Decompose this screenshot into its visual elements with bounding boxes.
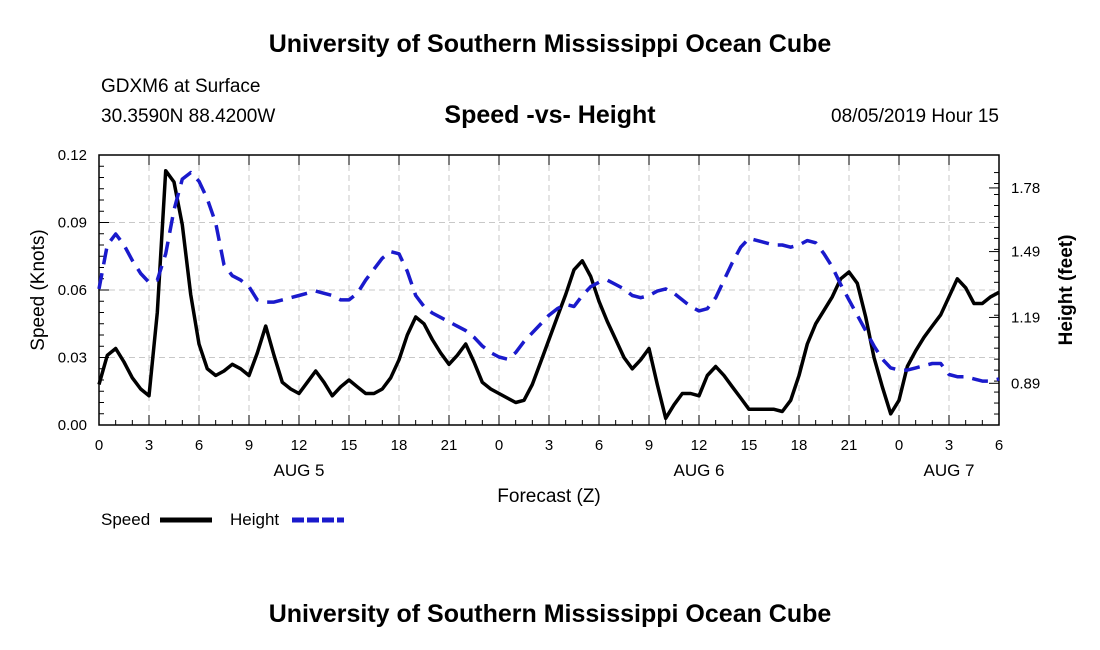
x-tick-label: 15 [741,437,758,454]
x-tick-label: 9 [645,437,653,454]
y-tick-label: 0.06 [58,282,87,299]
x-axis-title: Forecast (Z) [497,486,600,507]
axis-labels: 0 3 6 9 12 15 18 21 0 3 6 9 12 15 18 21 0 3 6 0.00 0.03 0.06 0… [28,147,1077,507]
x-tick-label: 6 [195,437,203,454]
legend: Speed Height [101,510,344,529]
axis-ticks [98,154,1000,426]
x-tick-label: 9 [245,437,253,454]
x-tick-label: 21 [441,437,458,454]
day-label: AUG 6 [673,461,724,480]
station-label: GDXM6 at Surface [101,76,261,97]
y2-tick-label: 1.78 [1011,180,1040,197]
x-tick-label: 0 [495,437,503,454]
x-tick-label: 0 [895,437,903,454]
y2-axis-title: Height (feet) [1056,235,1077,346]
x-tick-label: 21 [841,437,858,454]
day-label: AUG 7 [923,461,974,480]
series-layer [97,168,1000,421]
day-label: AUG 5 [273,461,324,480]
x-tick-label: 6 [595,437,603,454]
y-axis-title: Speed (Knots) [28,229,49,350]
x-tick-label: 0 [95,437,103,454]
x-tick-label: 3 [145,437,153,454]
legend-label-height: Height [230,510,279,529]
top-title: University of Southern Mississippi Ocean… [268,30,832,58]
x-tick-label: 6 [995,437,1003,454]
y-tick-label: 0.09 [58,215,87,232]
y2-tick-label: 0.89 [1011,375,1040,392]
series-line-height [97,170,1000,383]
bottom-title: University of Southern Mississippi Ocean… [268,600,832,628]
legend-label-speed: Speed [101,510,150,529]
grid [99,155,999,425]
y-tick-label: 0.00 [58,417,87,434]
date-label: 08/05/2019 Hour 15 [831,106,999,127]
x-tick-label: 18 [391,437,408,454]
coords-label: 30.3590N 88.4200W [101,106,276,127]
chart-title: Speed -vs- Height [444,101,656,129]
x-tick-label: 3 [945,437,953,454]
y2-tick-label: 1.19 [1011,309,1040,326]
x-tick-label: 12 [291,437,308,454]
x-tick-label: 15 [341,437,358,454]
x-tick-label: 12 [691,437,708,454]
y2-tick-label: 1.49 [1011,244,1040,261]
x-tick-label: 18 [791,437,808,454]
y-tick-label: 0.03 [58,350,87,367]
x-tick-label: 3 [545,437,553,454]
y-tick-label: 0.12 [58,147,87,164]
series-line-speed [97,168,1000,421]
